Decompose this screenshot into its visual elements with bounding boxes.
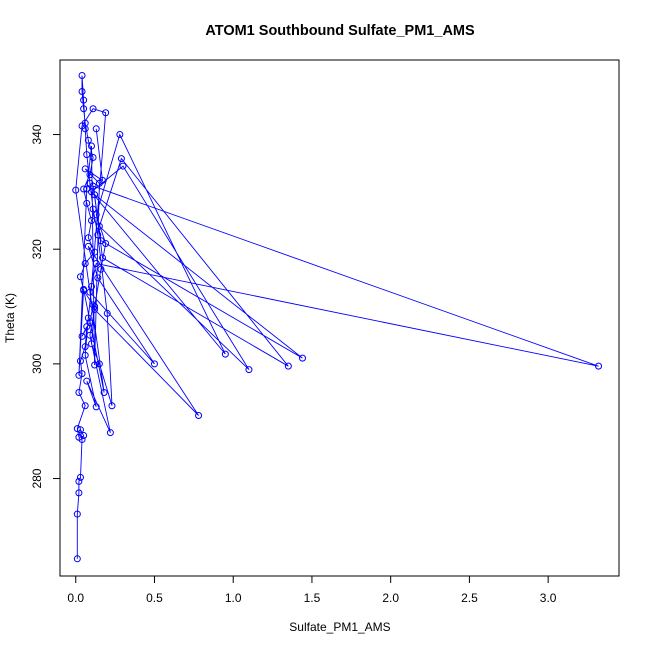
- data-point: [117, 155, 125, 163]
- data-point: [106, 429, 114, 437]
- data-point: [91, 305, 99, 313]
- data-point: [108, 402, 116, 410]
- data-point: [86, 171, 94, 179]
- data-point: [89, 182, 97, 190]
- x-tick-label: 2.5: [461, 591, 478, 605]
- data-point: [81, 260, 89, 268]
- data-point: [91, 361, 99, 369]
- y-tick-label: 320: [30, 239, 44, 259]
- data-point: [72, 186, 80, 194]
- data-point: [86, 331, 94, 339]
- x-tick-label: 3.0: [540, 591, 557, 605]
- y-tick-label: 340: [30, 124, 44, 144]
- data-point: [99, 254, 107, 262]
- data-point: [94, 274, 102, 282]
- data-point: [75, 477, 83, 485]
- plot-frame: [59, 59, 620, 577]
- data-point: [75, 389, 83, 397]
- data-point: [97, 237, 105, 245]
- data-point: [284, 362, 292, 370]
- data-point: [91, 303, 99, 311]
- data-point: [84, 242, 92, 250]
- x-tick-label: 1.0: [225, 591, 242, 605]
- data-point: [76, 426, 84, 434]
- x-tick-label: 0.5: [146, 591, 163, 605]
- chart-title: ATOM1 Southbound Sulfate_PM1_AMS: [205, 23, 475, 39]
- data-point: [81, 165, 89, 173]
- data-point: [80, 285, 88, 293]
- data-point: [81, 351, 89, 359]
- data-point: [89, 301, 97, 309]
- data-point: [83, 377, 91, 385]
- data-point: [87, 142, 95, 150]
- data-point: [119, 162, 127, 170]
- data-point: [80, 185, 88, 193]
- data-point: [87, 217, 95, 225]
- data-point: [76, 357, 84, 365]
- data-point: [221, 350, 229, 358]
- data-series: [72, 71, 603, 563]
- x-tick-label: 0.0: [67, 591, 84, 605]
- data-point: [87, 340, 95, 348]
- data-point: [75, 433, 83, 441]
- data-point: [87, 282, 95, 290]
- y-axis-label: Theta (K): [3, 293, 17, 343]
- data-point: [245, 366, 253, 374]
- data-point: [195, 411, 203, 419]
- data-point: [595, 362, 603, 370]
- data-point: [100, 389, 108, 397]
- data-point: [89, 105, 97, 113]
- data-point: [84, 314, 92, 322]
- data-point: [92, 211, 100, 219]
- data-point: [91, 191, 99, 199]
- data-point: [83, 185, 91, 193]
- data-point: [91, 248, 99, 256]
- data-point: [92, 125, 100, 133]
- data-point: [73, 510, 81, 518]
- data-point: [89, 153, 97, 161]
- data-point: [84, 234, 92, 242]
- data-point: [102, 109, 110, 117]
- data-point: [78, 122, 86, 130]
- y-tick-label: 280: [30, 468, 44, 488]
- data-point: [75, 489, 83, 497]
- data-point: [89, 205, 97, 213]
- y-tick-label: 300: [30, 354, 44, 374]
- data-point: [78, 88, 86, 96]
- data-point: [81, 343, 89, 351]
- data-point: [95, 360, 103, 368]
- data-point: [76, 273, 84, 281]
- x-axis: 0.0 0.5 1.0 1.5 2.0 2.5 3.0: [67, 575, 557, 605]
- data-point: [75, 371, 83, 379]
- data-point: [92, 403, 100, 411]
- data-point: [86, 319, 94, 327]
- data-point: [76, 473, 84, 481]
- data-point: [78, 71, 86, 79]
- x-tick-label: 1.5: [304, 591, 321, 605]
- series-line: [75, 75, 599, 559]
- data-point: [80, 96, 88, 104]
- data-point: [116, 131, 124, 139]
- data-point: [81, 402, 89, 410]
- y-axis: 280 300 320 340: [30, 124, 61, 489]
- data-point: [94, 231, 102, 239]
- data-point: [99, 176, 107, 184]
- data-point: [73, 555, 81, 563]
- data-point: [80, 432, 88, 440]
- data-point: [73, 425, 81, 433]
- data-point: [83, 151, 91, 159]
- data-point: [95, 222, 103, 230]
- data-point: [298, 354, 306, 362]
- data-point: [84, 136, 92, 144]
- data-point: [92, 260, 100, 268]
- data-point: [83, 199, 91, 207]
- data-point: [97, 265, 105, 273]
- data-point: [103, 309, 111, 317]
- x-axis-label: Sulfate_PM1_AMS: [289, 620, 390, 634]
- data-point: [80, 105, 88, 113]
- data-point: [78, 332, 86, 340]
- x-tick-label: 2.0: [382, 591, 399, 605]
- data-point: [150, 360, 158, 368]
